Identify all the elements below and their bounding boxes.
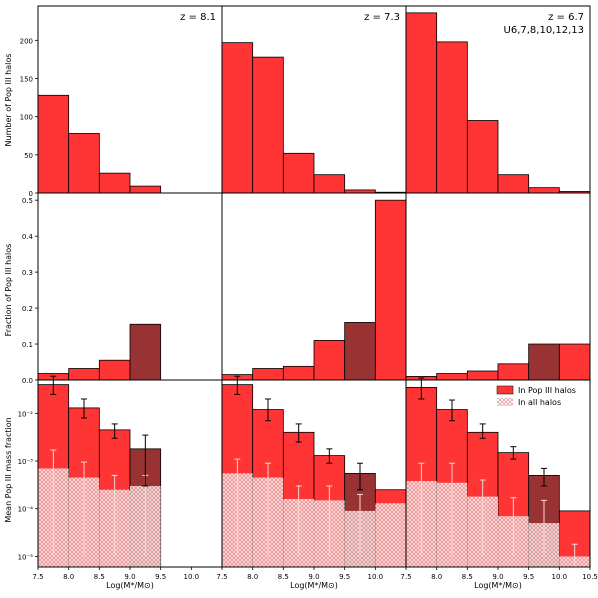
count-bar-2-0	[405, 12, 438, 194]
xtick-label-0-1: 8.0	[63, 573, 74, 581]
ytick-label-1-3: 0.3	[22, 269, 33, 277]
count-bar-0-3	[129, 185, 162, 194]
xtick-label-0-4: 9.5	[155, 573, 166, 581]
fraction-bar-2-1	[436, 373, 468, 381]
xtick-label-2-5: 10.0	[552, 573, 568, 581]
fraction-bar-1-1	[252, 368, 284, 381]
xtick-label-2-0: 7.5	[400, 573, 411, 581]
ytick-label-2-0: 10⁻⁵	[18, 553, 34, 561]
xlabel-0: Log(M*/M⊙)	[106, 581, 154, 590]
row-ylabel-0: Number of Pop III halos	[4, 54, 13, 147]
fraction-bar-2-2	[466, 370, 499, 381]
ytick-label-1-5: 0.5	[22, 197, 33, 205]
xtick-label-1-0: 7.5	[216, 573, 227, 581]
xtick-label-1-5: 10.0	[368, 573, 384, 581]
ytick-label-1-2: 0.2	[22, 305, 33, 313]
legend: In Pop III halos In all halos	[496, 385, 576, 407]
panel-extra-label-2: U6,7,8,10,12,13	[504, 25, 584, 36]
panel-label-2: z = 6.7	[548, 12, 584, 23]
xtick-label-1-1: 8.0	[247, 573, 258, 581]
xtick-label-0-0: 7.5	[32, 573, 43, 581]
xtick-label-1-2: 8.5	[278, 573, 289, 581]
ytick-label-2-2: 10⁻³	[18, 458, 34, 466]
count-bar-2-3	[497, 174, 530, 194]
panel-r0-c0: 0 50 100 150 200 z = 8.1	[20, 5, 223, 198]
ytick-label-0-4: 200	[20, 37, 33, 45]
panel-label-1: z = 7.3	[364, 12, 400, 23]
fraction-bar-1-5	[374, 199, 407, 381]
ytick-label-1-0: 0.0	[22, 377, 33, 385]
panel-r0-c2: z = 6.7 U6,7,8,10,12,13	[405, 5, 591, 194]
fraction-bar-0-1	[68, 368, 100, 381]
fraction-bar-1-2	[282, 365, 315, 381]
panel-r1-c2	[405, 192, 591, 381]
row-ylabel-2: Mean Pop III mass fraction	[4, 417, 13, 522]
legend-label-all: In all halos	[518, 398, 561, 407]
ytick-label-0-1: 50	[24, 152, 33, 160]
ytick-label-0-0: 0	[29, 190, 33, 198]
count-bar-0-0	[37, 94, 70, 194]
xtick-label-2-6: 10.5	[582, 573, 598, 581]
panel-label-0: z = 8.1	[180, 12, 216, 23]
panel-r2-c1: 7.5 8.0 8.5 9.0 9.5 10.0	[216, 375, 407, 581]
count-bar-2-2	[466, 120, 499, 194]
fraction-bar-0-3	[129, 323, 162, 381]
count-bar-0-1	[68, 133, 100, 194]
ytick-label-2-3: 10⁻²	[18, 410, 34, 418]
legend-swatch-all	[497, 398, 513, 406]
mean-all-bar-1-5	[375, 503, 406, 567]
row-ylabel-1: Fraction of Pop III halos	[4, 244, 13, 337]
ytick-label-0-3: 150	[20, 76, 33, 84]
count-bar-1-1	[252, 56, 284, 194]
count-bar-1-2	[282, 152, 315, 194]
count-bar-2-4	[528, 187, 560, 194]
legend-label-pop3: In Pop III halos	[518, 386, 576, 395]
panel-r0-c1: z = 7.3	[221, 5, 407, 194]
fraction-bar-2-3	[497, 363, 530, 381]
legend-swatch-pop3	[496, 385, 514, 395]
count-bar-2-1	[436, 41, 468, 194]
fraction-bar-0-2	[98, 359, 131, 381]
panel-r1-c1	[221, 192, 407, 381]
ytick-label-2-1: 10⁻⁴	[18, 506, 34, 514]
fraction-bar-2-4	[528, 343, 560, 381]
ytick-label-1-4: 0.4	[22, 233, 34, 241]
xtick-label-1-3: 9.0	[308, 573, 319, 581]
xtick-label-2-4: 9.5	[523, 573, 534, 581]
xlabel-1: Log(M*/M⊙)	[290, 581, 338, 590]
ytick-label-1-1: 0.1	[22, 341, 33, 349]
fraction-bar-2-5	[558, 343, 591, 381]
xlabel-2: Log(M*/M⊙)	[474, 581, 522, 590]
fraction-bar-1-4	[344, 322, 376, 381]
fraction-bar-1-3	[313, 340, 346, 381]
xtick-label-1-4: 9.5	[339, 573, 350, 581]
xtick-label-0-2: 8.5	[94, 573, 105, 581]
xtick-label-0-5: 10.0	[184, 573, 200, 581]
xtick-label-0-3: 9.0	[124, 573, 135, 581]
count-bar-1-3	[313, 174, 346, 194]
ytick-label-0-2: 100	[20, 114, 33, 122]
xtick-label-2-3: 9.0	[492, 573, 503, 581]
panel-r2-c2: 7.5 8.0 8.5 9.0 9.5 10.0 10.5	[400, 377, 598, 581]
count-bar-1-0	[221, 42, 254, 194]
count-bar-0-2	[98, 172, 131, 194]
xtick-label-2-1: 8.0	[431, 573, 442, 581]
panel-r2-c0: 10⁻⁵ 10⁻⁴ 10⁻³ 10⁻² 7.5 8.0 8.5 9.0 9.5 10.0	[18, 375, 223, 581]
xtick-label-2-2: 8.5	[462, 573, 473, 581]
panel-r1-c0: 0.0 0.1 0.2 0.3 0.4 0.5	[22, 192, 223, 385]
